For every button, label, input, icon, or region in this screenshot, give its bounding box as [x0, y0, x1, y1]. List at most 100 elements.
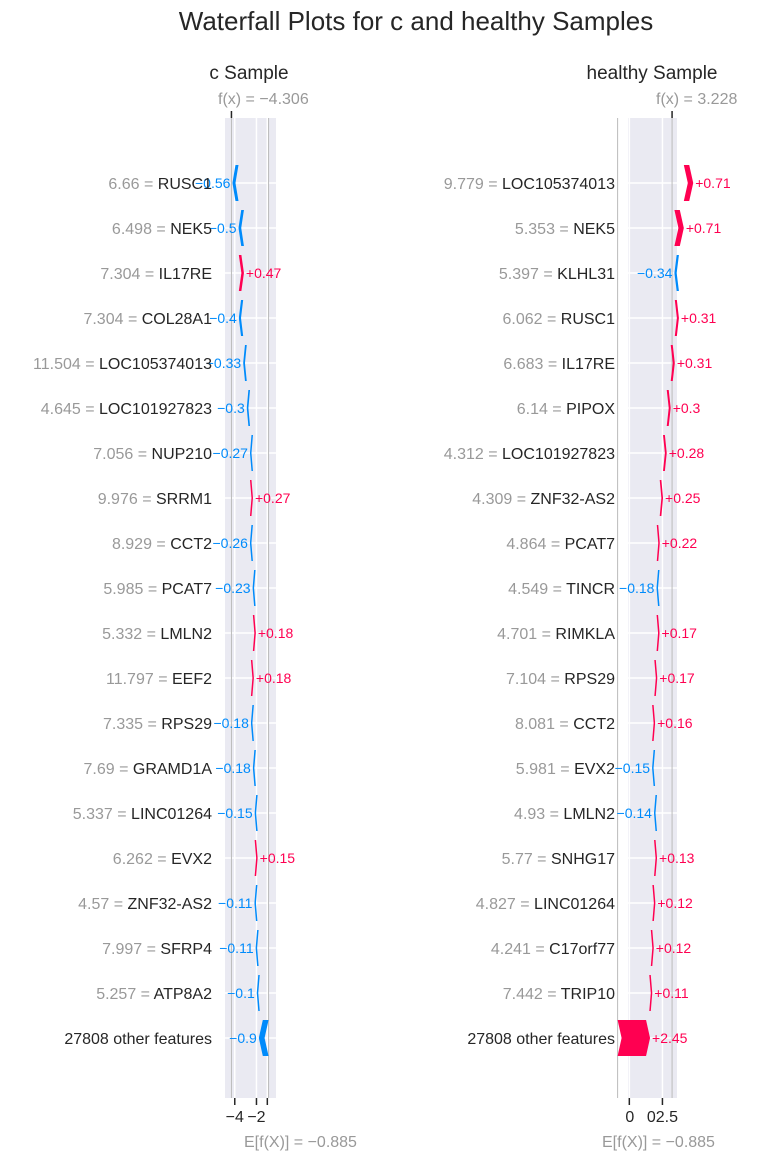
- x-tick-label: 02.5: [647, 1109, 678, 1126]
- bar-znf32-as2: [254, 885, 258, 921]
- equals-sign: =: [152, 221, 170, 238]
- feature-label-rusc1: 6.66 = RUSC1: [108, 176, 212, 193]
- equals-sign: =: [548, 401, 566, 418]
- feature-value: 7.304: [83, 311, 123, 328]
- feature-value: 6.262: [113, 851, 153, 868]
- feature-label-eef2: 11.797 = EEF2: [106, 671, 212, 688]
- feature-label-c17orf77: 4.241 = C17orf77: [491, 941, 615, 958]
- feature-label-klhl31: 5.397 = KLHL31: [499, 266, 615, 283]
- bar-snhg17: [654, 840, 658, 876]
- feature-label-lmln2: 5.332 = LMLN2: [102, 626, 212, 643]
- bar-value-label: +0.31: [677, 355, 713, 371]
- feature-value: 5.257: [96, 986, 136, 1003]
- feature-name: LINC01264: [534, 896, 615, 913]
- feature-value: 6.683: [503, 356, 543, 373]
- feature-label-trip10: 7.442 = TRIP10: [503, 986, 615, 1003]
- feature-label-evx2: 5.981 = EVX2: [516, 761, 615, 778]
- bar-value-label: +0.13: [659, 850, 695, 866]
- bar-rps29: [654, 660, 658, 696]
- feature-name: LINC01264: [131, 806, 212, 823]
- bar-col28a1: [238, 300, 244, 336]
- feature-value: 4.309: [472, 491, 512, 508]
- feature-value: 4.645: [41, 401, 81, 418]
- bar-value-label: +0.71: [686, 220, 722, 236]
- bar-lmln2: [252, 615, 256, 651]
- x-tick-label: 0: [625, 1109, 634, 1126]
- feature-label-gramd1a: 7.69 = GRAMD1A: [84, 761, 213, 778]
- equals-sign: =: [81, 401, 99, 418]
- feature-name: LOC101927823: [502, 446, 615, 463]
- feature-label-rusc1: 6.062 = RUSC1: [502, 311, 615, 328]
- equals-sign: =: [113, 806, 131, 823]
- feature-label-rimkla: 4.701 = RIMKLA: [497, 626, 615, 643]
- equals-sign: =: [138, 491, 156, 508]
- equals-sign: =: [153, 851, 171, 868]
- feature-value: 5.332: [102, 626, 142, 643]
- feature-name: CCT2: [170, 536, 212, 553]
- feature-value: 7.056: [93, 446, 133, 463]
- bar-nek5: [238, 210, 244, 246]
- equals-sign: =: [142, 626, 160, 643]
- equals-sign: =: [546, 536, 564, 553]
- equals-sign: =: [124, 311, 142, 328]
- bar-loc101927823: [246, 390, 251, 426]
- bar-value-label: −0.26: [212, 535, 248, 551]
- equals-sign: =: [512, 491, 530, 508]
- bar-value-label: −0.34: [637, 265, 673, 281]
- bar-value-label: +0.28: [669, 445, 705, 461]
- bar-nup210: [249, 435, 253, 471]
- bar-value-label: +0.27: [255, 490, 291, 506]
- feature-name: PCAT7: [162, 581, 212, 598]
- feature-name: 27808 other features: [64, 1031, 212, 1048]
- feature-name: PCAT7: [565, 536, 615, 553]
- bar-value-label: −0.11: [219, 940, 254, 956]
- feature-name: CCT2: [573, 716, 615, 733]
- feature-name: RPS29: [564, 671, 615, 688]
- feature-name: SFRP4: [160, 941, 212, 958]
- feature-label-atp8a2: 5.257 = ATP8A2: [96, 986, 212, 1003]
- feature-value: 4.93: [514, 806, 545, 823]
- feature-value: 6.498: [112, 221, 152, 238]
- feature-label-col28a1: 7.304 = COL28A1: [83, 311, 212, 328]
- feature-name: LMLN2: [160, 626, 212, 643]
- feature-label-loc101927823: 4.312 = LOC101927823: [444, 446, 615, 463]
- feature-label-il17re: 7.304 = IL17RE: [100, 266, 212, 283]
- feature-label-znf32-as2: 4.57 = ZNF32-AS2: [78, 896, 212, 913]
- bar-value-label: −0.14: [617, 805, 653, 821]
- bar-znf32-as2: [659, 480, 664, 516]
- feature-name: RPS29: [161, 716, 212, 733]
- bar-value-label: −0.56: [195, 175, 231, 191]
- bar-value-label: +0.17: [659, 670, 695, 686]
- feature-value: 7.997: [102, 941, 142, 958]
- feature-value: 7.69: [84, 761, 115, 778]
- feature-label-nek5: 6.498 = NEK5: [112, 221, 212, 238]
- equals-sign: =: [548, 581, 566, 598]
- equals-sign: =: [543, 311, 561, 328]
- bar-sfrp4: [255, 930, 259, 966]
- feature-value: 11.504: [33, 356, 81, 373]
- feature-name: TRIP10: [561, 986, 615, 1003]
- bar-klhl31: [674, 255, 679, 291]
- x-tick-label: −4: [226, 1109, 244, 1126]
- equals-sign: =: [539, 266, 557, 283]
- bar-gramd1a: [252, 750, 256, 786]
- feature-label-linc01264: 4.827 = LINC01264: [476, 896, 615, 913]
- c-sample-panel: −0.566.66 = RUSC1−0.56.498 = NEK5+0.477.…: [33, 63, 357, 1151]
- feature-value: 9.779: [444, 176, 484, 193]
- feature-label-loc101927823: 4.645 = LOC101927823: [41, 401, 212, 418]
- feature-label-cct2: 8.929 = CCT2: [112, 536, 212, 553]
- bar-trip10: [649, 975, 653, 1011]
- feature-name: SNHG17: [551, 851, 615, 868]
- bar-value-label: +0.11: [654, 985, 689, 1001]
- equals-sign: =: [537, 626, 555, 643]
- fx-annotation: f(x) = 3.228: [656, 91, 737, 108]
- bar-lmln2: [653, 795, 657, 831]
- bar-value-label: +0.31: [681, 310, 717, 326]
- bar-value-label: −0.5: [209, 220, 237, 236]
- bar-value-label: −0.4: [209, 310, 237, 326]
- feature-name: COL28A1: [142, 311, 212, 328]
- equals-sign: =: [484, 446, 502, 463]
- bar-27808-other-features: [258, 1020, 269, 1056]
- feature-name: 27808 other features: [467, 1031, 615, 1048]
- bar-pcat7: [656, 525, 660, 561]
